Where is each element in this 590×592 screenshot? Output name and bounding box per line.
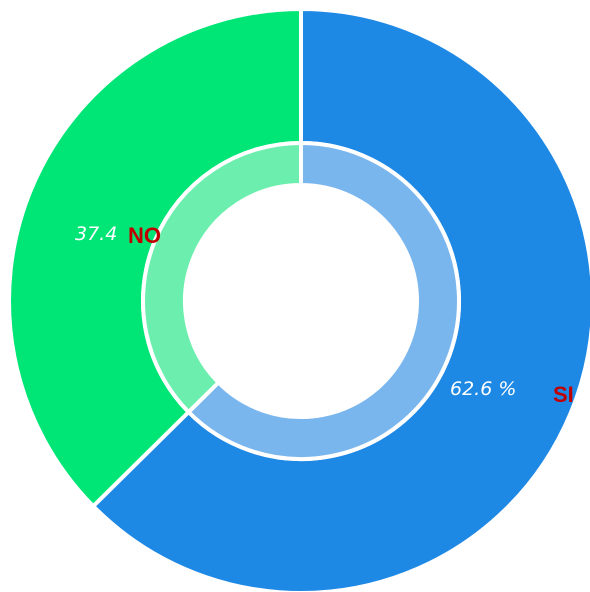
data-label-no: 37.4 — [75, 223, 117, 245]
slices-group — [7, 6, 590, 592]
slice-inner-ring-no — [141, 140, 303, 415]
category-label-si: SI — [553, 382, 574, 407]
data-label-si: 62.6 % — [450, 378, 516, 400]
category-label-no: NO — [128, 223, 161, 248]
labels-group: 62.6 % SI 37.4 NO — [75, 223, 574, 407]
slice-inner-ring-si — [185, 140, 461, 461]
